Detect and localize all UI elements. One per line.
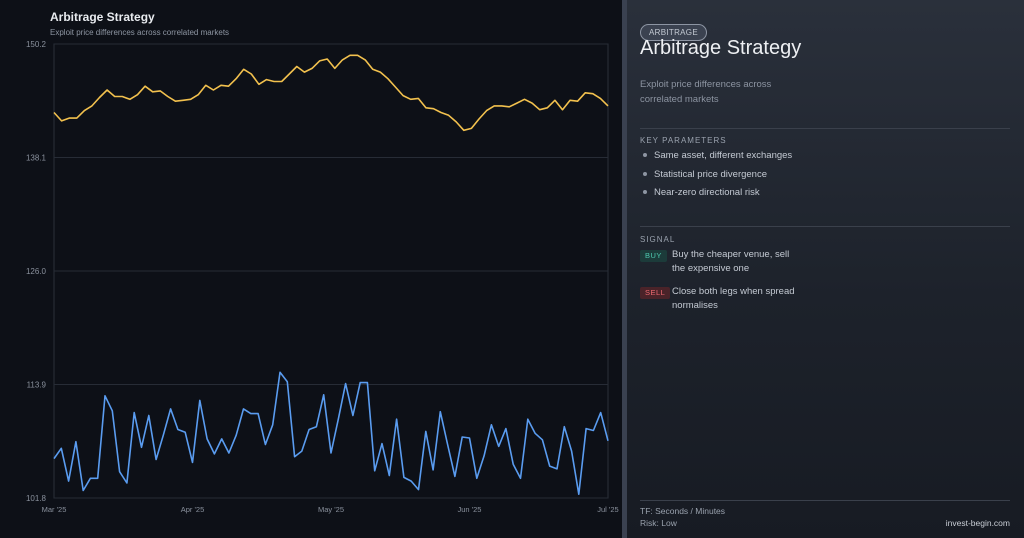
signal-label: SIGNAL <box>640 235 676 244</box>
sell-badge: SELL <box>640 287 671 299</box>
key-parameter-item: Near-zero directional risk <box>654 187 760 198</box>
series-line-yellow <box>53 54 609 132</box>
y-tick-label: 138.1 <box>26 154 47 163</box>
section-divider <box>640 226 1010 227</box>
section-divider <box>640 128 1010 129</box>
x-tick-label: Mar '25 <box>42 505 67 514</box>
bullet-dot <box>643 190 647 194</box>
brand-text: invest-begin.com <box>945 518 1010 528</box>
panel-divider <box>622 0 627 538</box>
line-chart: 150.2 138.1 126.0 113.9 101.8 Mar '25 Apr '25 M… <box>26 40 619 514</box>
chart-subtitle: Exploit price differences across correla… <box>50 28 230 37</box>
strategy-badge: ARBITRAGE <box>640 24 707 41</box>
panel-description: Exploit price differences across correla… <box>640 79 772 105</box>
y-tick-label: 126.0 <box>26 267 47 276</box>
y-tick-label: 113.9 <box>27 381 47 390</box>
y-tick-label: 101.8 <box>26 494 47 503</box>
risk-text: Risk: Low <box>640 518 677 528</box>
sell-signal-text: Close both legs when spread normalises <box>672 286 795 311</box>
buy-signal-text: Buy the cheaper venue, sell the expensiv… <box>672 249 790 274</box>
key-parameters-label: KEY PARAMETERS <box>640 136 727 145</box>
bullet-dot <box>643 153 647 157</box>
timeframe-text: TF: Seconds / Minutes <box>640 506 726 516</box>
x-tick-label: Apr '25 <box>181 505 205 514</box>
footer-divider <box>640 500 1010 501</box>
y-tick-label: 150.2 <box>26 40 47 49</box>
info-panel <box>627 0 1024 538</box>
chart-panel <box>0 0 622 538</box>
bullet-dot <box>643 172 647 176</box>
key-parameter-item: Same asset, different exchanges <box>654 150 793 161</box>
x-tick-label: Jun '25 <box>458 505 482 514</box>
chart-title: Arbitrage Strategy <box>50 10 155 24</box>
series-line-blue <box>53 371 609 496</box>
x-tick-label: Jul '25 <box>597 505 618 514</box>
panel-title: Arbitrage Strategy <box>640 37 802 59</box>
key-parameter-item: Statistical price divergence <box>654 169 767 180</box>
buy-badge: BUY <box>640 250 667 262</box>
x-tick-label: May '25 <box>318 505 344 514</box>
